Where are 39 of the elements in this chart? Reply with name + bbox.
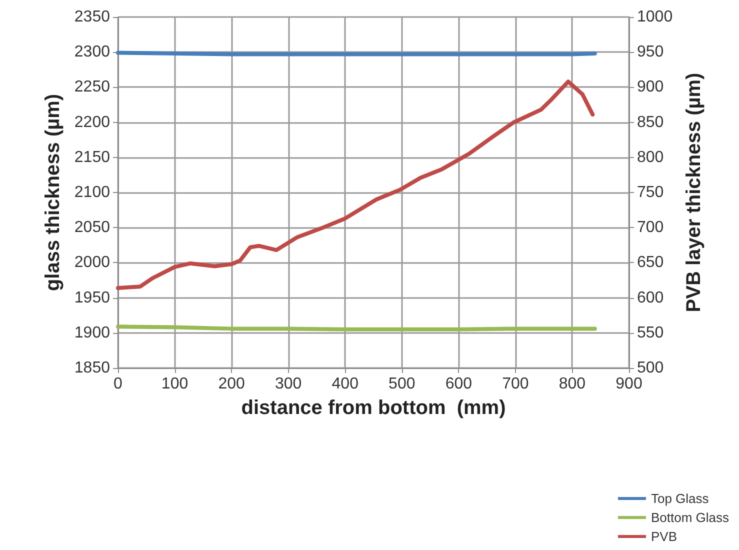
y2-tick-label: 950 (637, 44, 664, 61)
y2-tick-label: 900 (637, 78, 664, 96)
y2-tick-label: 550 (637, 324, 664, 342)
y-tick-label: 2200 (74, 114, 110, 131)
legend-label: PVB (650, 529, 677, 544)
line-series (116, 80, 595, 290)
y-tick-label: 2350 (74, 8, 110, 26)
x-tick-label: 600 (445, 376, 472, 392)
y-tick-label: 2250 (74, 78, 110, 96)
y-tick-label: 2100 (74, 184, 110, 201)
y-tick-label: 2050 (74, 219, 110, 236)
y2-tick-label: 800 (637, 148, 664, 166)
x-tick-label: 500 (388, 376, 416, 392)
legend-label: Top Glass (650, 491, 710, 506)
y2-tick-label: 750 (637, 184, 664, 201)
y2-tick-label: 650 (637, 254, 664, 272)
y-tick-label: 1850 (74, 360, 110, 376)
y2-tick-label: 500 (637, 360, 664, 376)
y2-tick-label: 850 (637, 114, 664, 131)
y-tick-label: 2300 (74, 44, 110, 61)
x-tick-label: 0 (114, 376, 123, 392)
y2-tick-label: 700 (637, 219, 664, 236)
y-tick-label: 2150 (74, 148, 110, 166)
x-tick-label: 200 (218, 376, 245, 392)
x-tick-label: 300 (274, 376, 302, 392)
x-axis-title: distance from bottom (mm) (241, 397, 506, 419)
legend-label: Bottom Glass (650, 510, 730, 525)
x-tick-label: 400 (332, 376, 359, 392)
x-tick-label: 800 (558, 376, 586, 392)
y2-tick-label: 600 (637, 289, 664, 306)
y-tick-label: 1950 (74, 289, 110, 306)
y2-axis-title: PVB layer thickness (µm) (683, 72, 705, 312)
x-tick-label: 700 (502, 376, 529, 392)
y-tick-label: 2000 (74, 254, 110, 272)
y-tick-label: 1900 (74, 324, 110, 342)
y-axis-title: glass thickness (µm) (42, 94, 64, 292)
x-tick-label: 100 (161, 376, 188, 392)
y2-tick-label: 1000 (637, 8, 673, 26)
x-tick-label: 900 (616, 376, 642, 392)
